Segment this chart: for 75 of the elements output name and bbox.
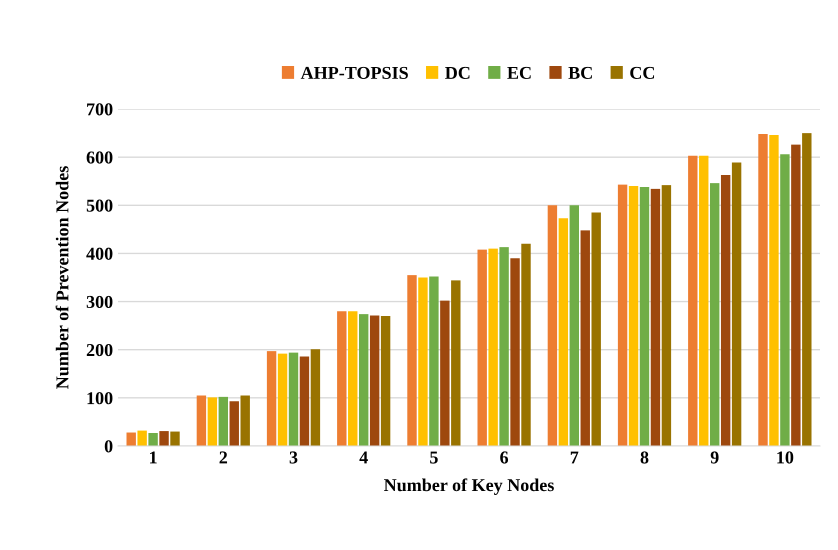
bar [418, 278, 428, 446]
x-tick-label: 2 [220, 451, 228, 464]
bar [558, 218, 568, 446]
bar [230, 401, 239, 446]
bar [499, 247, 509, 446]
bar [240, 395, 250, 446]
bar [148, 433, 158, 446]
legend-label: AHP-TOPSIS [300, 66, 408, 79]
bar [640, 186, 650, 446]
x-tick-label: 7 [570, 452, 578, 464]
bar [699, 156, 708, 446]
bar [548, 205, 558, 446]
bar [477, 250, 487, 446]
legend-label: BC [568, 66, 592, 79]
bar [791, 144, 801, 446]
bar [688, 156, 698, 446]
bar [429, 276, 439, 446]
bar [451, 280, 461, 446]
y-tick-label: 200 [86, 344, 112, 356]
bar [196, 395, 206, 446]
bar [370, 316, 380, 446]
bar [720, 174, 730, 446]
bar [650, 188, 660, 446]
bar [662, 185, 672, 446]
bar [732, 162, 742, 446]
bar [440, 300, 450, 446]
x-tick-label: 4 [359, 452, 368, 464]
y-tick-label: 500 [86, 200, 112, 212]
x-tick-label: 3 [290, 451, 298, 464]
bar [288, 352, 298, 446]
x-tick-label: 10 [777, 451, 794, 464]
bar [618, 184, 628, 446]
x-tick-label: 6 [500, 451, 508, 464]
bar [488, 248, 498, 446]
bar [300, 356, 310, 446]
x-tick-label: 8 [640, 451, 648, 464]
bar [126, 432, 136, 446]
bar [769, 134, 779, 446]
bar [580, 230, 590, 446]
bar [710, 183, 720, 446]
y-tick-label: 400 [86, 248, 112, 260]
bar [628, 186, 638, 446]
bar [780, 154, 790, 446]
y-tick-label: 100 [88, 392, 112, 404]
x-tick-label: 9 [710, 451, 719, 464]
legend-label: DC [445, 66, 470, 79]
x-axis-title: Number of Key Nodes [384, 478, 554, 495]
bar [170, 432, 180, 446]
bar [337, 311, 347, 446]
bar [570, 205, 580, 446]
x-tick-label: 5 [430, 452, 438, 464]
y-axis-title: Number of Prevention Nodes [56, 166, 69, 389]
bar [208, 397, 218, 446]
bar [510, 258, 520, 446]
bar [278, 354, 288, 446]
bar [137, 430, 147, 446]
x-tick-label: 1 [150, 451, 157, 464]
bar [591, 212, 601, 446]
bar [218, 396, 228, 446]
bar [380, 316, 390, 446]
y-tick-label: 700 [87, 103, 112, 116]
bar [310, 349, 320, 446]
bar [266, 351, 276, 446]
bar [407, 275, 417, 446]
y-tick-label: 300 [86, 296, 112, 308]
bar [802, 133, 812, 446]
bar [348, 311, 358, 446]
bar [159, 431, 169, 446]
y-tick-label: 600 [86, 151, 112, 164]
y-tick-label: 0 [104, 440, 112, 452]
bar [358, 314, 368, 446]
legend-label: CC [630, 66, 654, 79]
bar [758, 134, 768, 446]
legend-label: EC [507, 66, 531, 79]
bar [521, 244, 531, 446]
